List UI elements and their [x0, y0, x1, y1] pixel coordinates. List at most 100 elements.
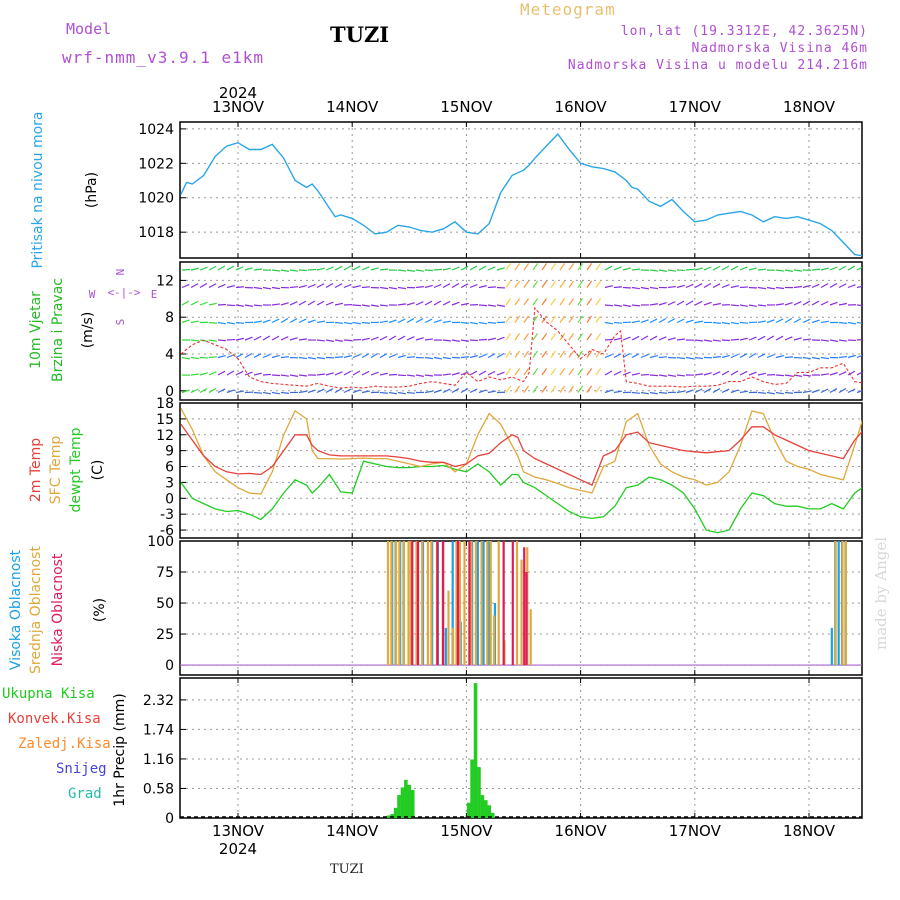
x-tick-label-bottom: 17NOV [669, 822, 722, 840]
wind-barb [748, 371, 757, 376]
wind-barb [478, 338, 488, 341]
wind-barb [694, 356, 704, 360]
wind-barb [712, 302, 721, 306]
wind-barb [307, 300, 316, 306]
wind-barb [766, 353, 775, 359]
wind-barb [469, 339, 479, 342]
wind-barb [487, 370, 496, 376]
wind-barb [811, 300, 820, 306]
wind-barb [649, 354, 658, 359]
wind-barb [316, 356, 326, 360]
wind-barb [460, 265, 469, 271]
wind-barb [649, 335, 658, 341]
wind-barb [334, 356, 344, 359]
wind-barb [793, 269, 803, 272]
wind-barb [856, 304, 862, 307]
wind-barb [325, 339, 334, 342]
x-tick-label-bottom: 16NOV [555, 822, 608, 840]
wind-barb [541, 350, 548, 358]
wind-barb [460, 302, 469, 306]
compass-arrows: <-|-> [107, 286, 140, 299]
wind-barb [289, 337, 298, 341]
x-tick-label-top: 13NOV [212, 98, 265, 116]
wind-barb [802, 356, 812, 360]
wind-barb [289, 269, 298, 272]
wind-barb [703, 301, 712, 306]
wind-barb [784, 301, 793, 306]
wind-barb [217, 388, 226, 394]
wind-barb [775, 269, 785, 272]
panel-frame-temperature [179, 402, 863, 539]
wind-barb [820, 283, 829, 289]
wind-barb [739, 353, 748, 359]
wind-barb [370, 371, 379, 376]
x-tick-label-top: 17NOV [669, 98, 722, 116]
wind-barb [604, 389, 613, 394]
wind-barb [217, 355, 226, 359]
wind-barb [388, 373, 398, 376]
compass-w: W [89, 288, 96, 301]
wind-barb [811, 356, 820, 360]
wind-barb [343, 339, 353, 342]
wind-barb [631, 353, 640, 359]
wind-barb [361, 353, 370, 359]
wind-barb [190, 300, 199, 306]
wind-barb [568, 298, 575, 306]
wind-barb [334, 265, 343, 271]
wind-barb [541, 263, 548, 271]
wind-barb [712, 283, 721, 289]
wind-barb [289, 286, 299, 289]
wind-barb [667, 374, 676, 377]
wind-barb [460, 388, 469, 394]
wind-barb [406, 356, 416, 359]
wind-barb [730, 304, 740, 307]
wind-barb [658, 269, 667, 272]
wind-barb [190, 356, 200, 360]
wind-barb [802, 390, 811, 394]
wind-barb [235, 370, 244, 376]
wind-barb [676, 284, 685, 289]
wind-barb [271, 303, 281, 306]
wind-barb [523, 368, 530, 376]
wind-barb [775, 286, 785, 290]
wind-barb [685, 356, 694, 360]
wind-barb [505, 263, 512, 271]
x-tick-label-bottom: 15NOV [440, 822, 493, 840]
wind-barb [604, 304, 614, 307]
wind-barb [748, 304, 757, 307]
y-tick-label: 12 [156, 428, 174, 444]
wind-barb [271, 318, 280, 324]
wind-barb [505, 333, 512, 341]
wind-barb [667, 337, 676, 341]
cloud-unit-label: (%) [92, 598, 108, 622]
wind-barb [217, 321, 226, 325]
y-tick-label: 1024 [138, 122, 174, 138]
wind-barb [829, 266, 838, 271]
wind-barb [451, 339, 460, 342]
y-tick-label: 75 [156, 565, 174, 581]
wind-barb [712, 388, 721, 394]
wind-barb [559, 350, 566, 358]
wind-barb [433, 356, 442, 360]
wind-barb [685, 283, 694, 289]
wind-barb [757, 335, 766, 341]
wind-barb [397, 286, 407, 290]
model-name: wrf-nmm_v3.9.1 e1km [62, 48, 265, 67]
wind-barb [478, 285, 487, 289]
wind-barb [352, 304, 362, 307]
wind-barb [199, 372, 208, 376]
wind-barb [469, 370, 478, 376]
wind-barb [352, 321, 361, 325]
wind-barb [415, 318, 424, 324]
precip-legend-item: Snijeg [56, 761, 107, 777]
wind-barb [703, 388, 712, 394]
wind-barb [505, 385, 512, 393]
wind-barb [739, 266, 748, 271]
temp-unit-label: (C) [90, 460, 106, 481]
wind-barb [712, 339, 722, 342]
precip-bar [400, 787, 405, 818]
wind-barb [262, 319, 271, 324]
wind-barb [523, 280, 530, 288]
wind-barb [829, 282, 838, 289]
